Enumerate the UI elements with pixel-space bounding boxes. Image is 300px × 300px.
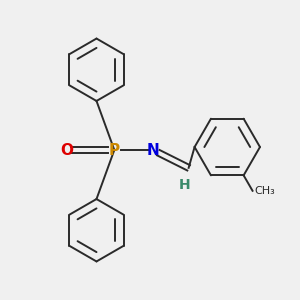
Text: N: N [147,142,159,158]
Text: O: O [60,142,73,158]
Text: H: H [178,178,190,192]
Text: P: P [109,142,120,158]
Text: CH₃: CH₃ [254,186,275,196]
